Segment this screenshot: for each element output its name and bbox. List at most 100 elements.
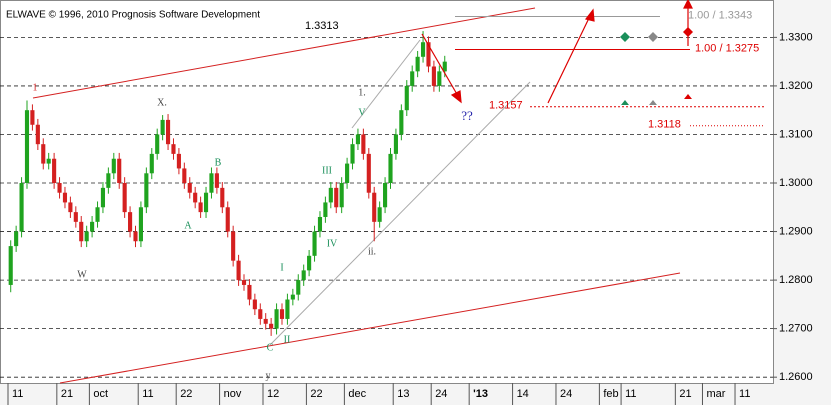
candle-body [350, 144, 355, 164]
candle-body [220, 187, 225, 208]
wave-label: C [267, 342, 274, 353]
wave-label: X. [157, 97, 167, 108]
header-box [4, 8, 256, 22]
candle-body [122, 183, 127, 213]
channel-line [59, 272, 681, 384]
x-tick-label: 11 [12, 388, 23, 400]
level-label: 1.3313 [305, 20, 339, 32]
target-marker [620, 32, 630, 42]
candle-body [442, 61, 447, 72]
candle-body [393, 134, 398, 154]
candle-body [241, 280, 247, 285]
candle-body [269, 323, 274, 329]
candle-body [84, 231, 89, 242]
wave-label: III [322, 165, 332, 176]
x-tick-label: 22 [310, 388, 322, 400]
candle-body [19, 183, 24, 232]
x-tick-label: 13 [397, 388, 409, 400]
wave-label: II [284, 334, 291, 345]
candle-body [279, 309, 285, 319]
y-axis-panel [774, 0, 831, 405]
candle-body [106, 173, 111, 188]
candle-body [285, 299, 290, 319]
x-tick-label: 21 [61, 388, 73, 400]
candle-body [203, 192, 209, 213]
arrow-head [584, 8, 595, 22]
wave-label: ?? [461, 108, 473, 123]
candle-body [404, 85, 409, 111]
candle-body [46, 158, 51, 164]
candle-body [193, 192, 198, 203]
candle-body [290, 294, 295, 300]
candle-body [8, 246, 13, 285]
x-tick-label: 21 [679, 388, 691, 400]
trend-line [351, 39, 421, 129]
candle-body [420, 42, 426, 57]
level-label: 1.3157 [489, 100, 523, 112]
channel-line [32, 7, 536, 99]
candle-body [128, 212, 133, 232]
candle-body [247, 284, 252, 300]
x-tick-label: feb [603, 388, 618, 400]
candle-body [415, 56, 420, 72]
candle-body [437, 71, 442, 86]
projection-arrows [421, 0, 693, 104]
candle-body [366, 153, 371, 193]
trend-line [269, 81, 531, 346]
wave-label: ii. [368, 246, 376, 257]
arrow [421, 33, 459, 97]
x-tick-label: dec [348, 388, 366, 400]
candle-body [388, 153, 393, 184]
wave-label: W [77, 269, 87, 280]
x-tick-label: oct [93, 388, 108, 400]
y-tick-label: 1.2600 [779, 371, 813, 383]
wave-label: IV [327, 238, 338, 249]
candle-body [62, 192, 68, 203]
target-marker [684, 94, 692, 99]
candle-body [133, 231, 138, 242]
target-marker [683, 27, 693, 37]
candle-body [225, 207, 230, 232]
x-tick-label: 11 [739, 388, 750, 400]
candle-body [155, 134, 160, 154]
candle-body [95, 207, 100, 222]
wave-label: V [358, 107, 366, 118]
candle-body [35, 124, 40, 145]
wave-label: y [266, 370, 271, 381]
levels: 1.3313 1.00 / 1.3343 1.00 / 1.3275 1.3157 1.… [305, 9, 765, 131]
candle-body [339, 183, 344, 208]
candle-body [355, 134, 361, 145]
candle-body [144, 173, 149, 208]
candle-body [383, 183, 388, 208]
candle-body [57, 183, 62, 193]
candle-body [361, 134, 366, 154]
wave-label: I [280, 262, 283, 273]
x-tick-label: 24 [435, 388, 447, 400]
candle-body [323, 202, 328, 217]
y-axis: 1.2600 1.2700 1.2800 1.2900 1.3000 1.3100 1.32… [773, 31, 813, 383]
candle-body [426, 42, 431, 67]
y-tick-label: 1.2800 [779, 274, 813, 286]
candle-body [41, 144, 46, 164]
arrow-head [450, 90, 462, 104]
candle-body [274, 309, 279, 329]
target-marker [648, 32, 658, 42]
candle-body [209, 173, 214, 193]
candle-body [301, 270, 306, 281]
target-marker [649, 100, 657, 105]
header: ELWAVE © 1996, 2010 Prognosis Software D… [6, 10, 260, 21]
y-tick-label: 1.2700 [779, 323, 813, 335]
candle-body [24, 110, 30, 184]
candle-body [263, 318, 268, 324]
candle-body [236, 260, 241, 281]
candle-body [182, 168, 187, 184]
candle-body [372, 192, 377, 222]
arrow [547, 15, 591, 104]
target-marker [621, 100, 629, 105]
wave-label: A [184, 220, 192, 231]
candle-body [165, 119, 171, 145]
x-tick-label: 22 [180, 388, 192, 400]
arrow-head [683, 0, 693, 9]
candle-body [171, 144, 176, 154]
